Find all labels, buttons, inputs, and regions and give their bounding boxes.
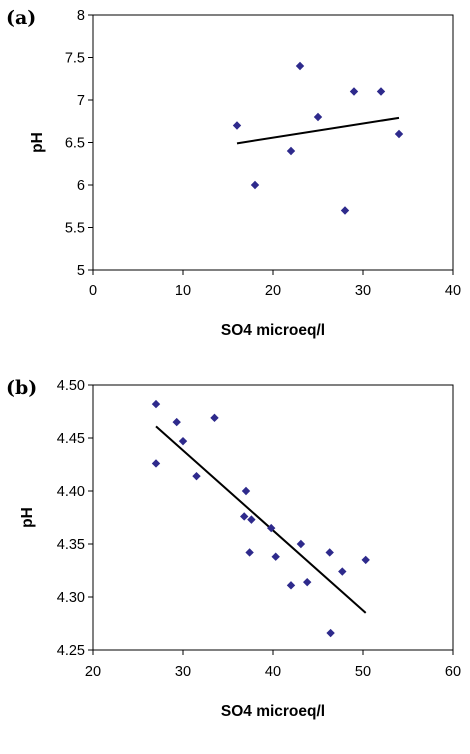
data-point bbox=[241, 486, 251, 496]
data-point bbox=[296, 539, 306, 549]
y-tick-label: 4.40 bbox=[57, 484, 85, 500]
panel-b: (b) 20 30 40 50 60 4.25 4.30 4.35 4.40 4.45 4.50 SO4… bbox=[6, 377, 461, 720]
data-point bbox=[240, 512, 249, 521]
data-point bbox=[232, 121, 242, 130]
y-tick-label: 4.35 bbox=[57, 537, 85, 553]
data-point bbox=[326, 628, 335, 638]
y-tick-label: 4.45 bbox=[57, 431, 85, 447]
data-point bbox=[267, 523, 276, 533]
data-point bbox=[192, 471, 201, 481]
x-tick-label: 30 bbox=[175, 664, 191, 680]
data-point bbox=[295, 61, 305, 71]
data-point bbox=[151, 399, 161, 409]
data-point bbox=[250, 180, 260, 190]
plot-area bbox=[92, 14, 454, 271]
data-point bbox=[361, 555, 370, 565]
x-axis-title: SO4 microeq/l bbox=[221, 703, 325, 720]
trend-line bbox=[236, 116, 400, 145]
y-tick-label: 7.5 bbox=[65, 51, 85, 67]
panel-label: (b) bbox=[6, 377, 37, 399]
x-tick-label: 40 bbox=[265, 664, 281, 680]
panel-label: (a) bbox=[6, 7, 36, 29]
y-tick-label: 5.5 bbox=[65, 221, 85, 237]
data-point bbox=[340, 206, 350, 215]
x-tick-label: 30 bbox=[355, 283, 371, 299]
panel-a: (a) 0 10 20 30 40 5 5.5 6 6.5 7 7.5 8 SO4 microeq/l pH bbox=[6, 7, 461, 339]
data-point bbox=[210, 413, 219, 423]
y-tick-label: 4.25 bbox=[57, 643, 85, 659]
y-axis-title: pH bbox=[29, 132, 46, 153]
x-tick-label: 0 bbox=[89, 283, 97, 299]
data-point bbox=[151, 459, 161, 468]
x-tick-label: 20 bbox=[265, 283, 281, 299]
y-tick-label: 8 bbox=[77, 8, 85, 24]
data-point bbox=[178, 436, 188, 446]
y-tick-label: 4.30 bbox=[57, 590, 85, 606]
trend-line bbox=[155, 425, 367, 614]
data-point bbox=[286, 581, 296, 590]
x-tick-label: 10 bbox=[175, 283, 191, 299]
y-tick-label: 4.50 bbox=[57, 378, 85, 394]
x-axis-title: SO4 microeq/l bbox=[221, 322, 325, 339]
x-tick-label: 50 bbox=[355, 664, 371, 680]
data-point bbox=[376, 87, 386, 96]
x-tick-label: 60 bbox=[445, 664, 461, 680]
plot-area bbox=[92, 384, 454, 651]
y-tick-label: 6 bbox=[77, 178, 85, 194]
y-tick-label: 5 bbox=[77, 263, 85, 279]
x-tick-label: 40 bbox=[445, 283, 461, 299]
data-point bbox=[286, 146, 296, 156]
data-point bbox=[172, 417, 181, 427]
data-point bbox=[271, 552, 280, 561]
data-point bbox=[349, 87, 359, 96]
data-point bbox=[313, 112, 323, 122]
y-axis-title: pH bbox=[19, 507, 36, 528]
data-point bbox=[245, 548, 254, 557]
y-tick-label: 6.5 bbox=[65, 136, 85, 152]
x-tick-label: 20 bbox=[85, 664, 101, 680]
data-point bbox=[247, 515, 256, 524]
y-tick-label: 7 bbox=[77, 93, 85, 109]
data-point bbox=[303, 577, 312, 587]
data-point bbox=[338, 567, 347, 576]
data-point bbox=[394, 129, 404, 139]
data-point bbox=[325, 548, 334, 557]
